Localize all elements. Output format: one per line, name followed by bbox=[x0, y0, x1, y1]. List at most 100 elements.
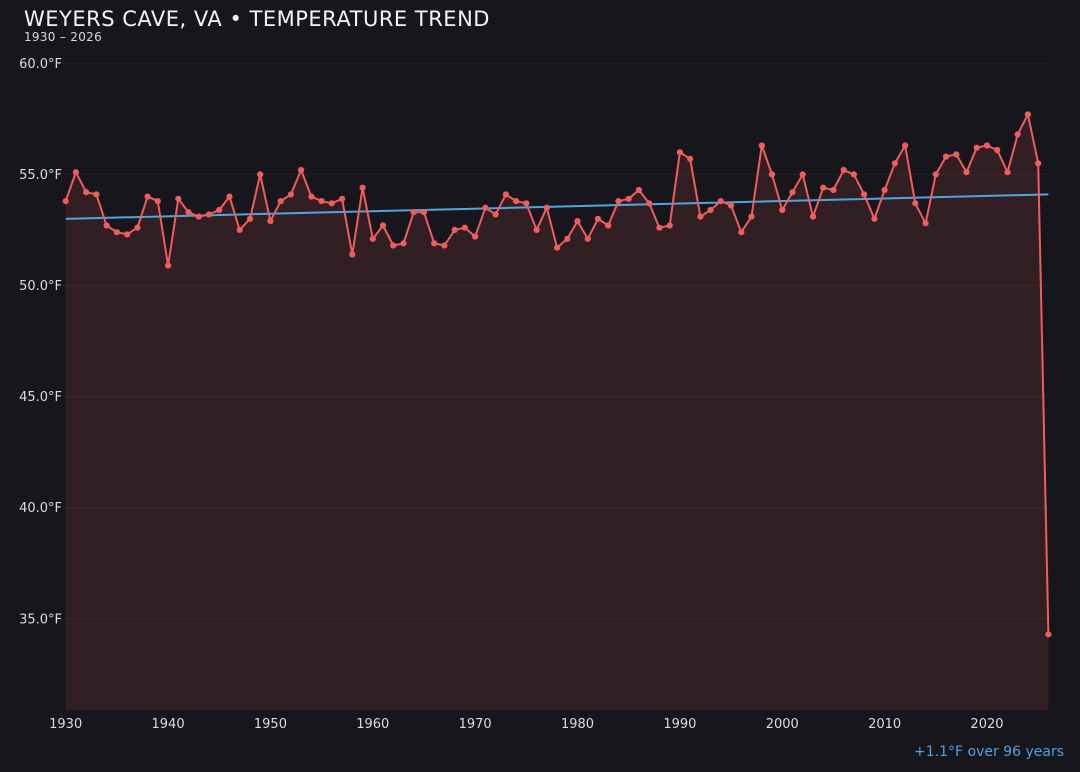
data-point bbox=[676, 149, 684, 156]
series-area-fill bbox=[65, 114, 1049, 710]
data-point bbox=[635, 186, 643, 194]
data-point bbox=[195, 213, 202, 220]
x-tick-label: 1940 bbox=[152, 717, 185, 732]
y-tick-label: 55.0°F bbox=[19, 168, 62, 183]
data-point bbox=[410, 209, 417, 216]
data-point bbox=[594, 215, 602, 222]
data-point bbox=[431, 240, 438, 247]
data-point bbox=[369, 235, 376, 242]
x-tick-label: 1980 bbox=[561, 717, 594, 732]
x-tick-label: 1960 bbox=[356, 717, 389, 732]
data-point bbox=[523, 200, 530, 207]
data-point bbox=[942, 153, 950, 160]
y-tick-label: 40.0°F bbox=[19, 501, 62, 516]
data-point bbox=[881, 186, 888, 194]
data-point bbox=[461, 224, 468, 231]
data-point bbox=[472, 233, 479, 240]
data-point bbox=[72, 169, 79, 176]
x-tick-label: 1950 bbox=[254, 717, 287, 732]
data-point bbox=[697, 213, 704, 220]
data-point bbox=[400, 240, 407, 247]
data-point bbox=[390, 242, 397, 249]
data-point bbox=[379, 222, 387, 229]
data-point bbox=[1045, 631, 1052, 638]
data-point bbox=[768, 171, 776, 178]
data-point bbox=[134, 224, 141, 231]
data-point bbox=[656, 224, 663, 231]
data-point bbox=[236, 226, 243, 233]
data-point bbox=[533, 226, 540, 233]
data-point bbox=[554, 244, 561, 251]
data-point bbox=[482, 204, 489, 211]
y-tick-label: 45.0°F bbox=[19, 390, 62, 405]
data-point bbox=[840, 166, 847, 174]
x-tick-label: 2020 bbox=[970, 717, 1003, 732]
data-point bbox=[298, 166, 305, 174]
data-point bbox=[963, 169, 970, 176]
data-point bbox=[359, 184, 366, 191]
data-point bbox=[625, 195, 632, 202]
data-point bbox=[994, 146, 1001, 154]
data-point bbox=[441, 242, 448, 249]
data-point bbox=[615, 198, 622, 205]
data-point bbox=[502, 191, 509, 198]
data-point bbox=[246, 215, 254, 222]
data-point bbox=[902, 142, 909, 149]
data-point bbox=[103, 222, 110, 229]
data-point bbox=[748, 213, 755, 220]
trend-annotation: +1.1°F over 96 years bbox=[914, 744, 1064, 760]
data-point bbox=[1014, 131, 1021, 138]
data-point bbox=[277, 198, 284, 205]
data-point bbox=[912, 200, 919, 207]
data-point bbox=[564, 235, 571, 242]
data-point bbox=[308, 193, 315, 200]
data-point bbox=[257, 171, 264, 178]
data-point bbox=[738, 229, 745, 236]
y-tick-label: 35.0°F bbox=[19, 612, 62, 627]
data-point bbox=[62, 198, 69, 205]
data-point bbox=[513, 198, 520, 205]
data-point bbox=[717, 198, 724, 205]
data-point bbox=[420, 209, 428, 216]
data-point bbox=[339, 195, 346, 202]
data-point bbox=[144, 193, 151, 200]
data-point bbox=[973, 144, 980, 151]
data-point bbox=[666, 222, 673, 229]
x-tick-label: 1930 bbox=[49, 717, 82, 732]
data-point bbox=[779, 206, 786, 214]
data-point bbox=[226, 193, 233, 200]
data-point bbox=[318, 198, 325, 205]
data-point bbox=[451, 226, 458, 233]
data-point bbox=[205, 211, 213, 218]
data-point bbox=[758, 142, 765, 149]
trend-line bbox=[65, 193, 1049, 220]
data-point bbox=[328, 200, 335, 207]
data-point bbox=[605, 222, 612, 229]
data-point bbox=[646, 200, 653, 207]
data-point bbox=[1004, 169, 1011, 176]
data-point bbox=[728, 202, 735, 209]
data-point bbox=[93, 191, 100, 198]
data-point bbox=[124, 231, 131, 238]
data-point bbox=[543, 204, 550, 211]
x-tick-label: 1990 bbox=[663, 717, 696, 732]
x-tick-label: 2010 bbox=[868, 717, 901, 732]
data-point bbox=[983, 142, 991, 149]
data-point bbox=[891, 160, 899, 167]
y-tick-label: 50.0°F bbox=[19, 279, 62, 294]
data-point bbox=[185, 209, 192, 216]
data-point bbox=[809, 213, 817, 220]
data-point bbox=[574, 218, 581, 225]
data-point bbox=[154, 198, 161, 205]
data-point bbox=[953, 151, 960, 158]
data-point bbox=[861, 191, 868, 198]
data-point bbox=[830, 186, 837, 194]
data-point bbox=[83, 189, 90, 196]
data-point bbox=[789, 189, 796, 196]
x-tick-label: 2000 bbox=[766, 717, 799, 732]
data-point bbox=[165, 262, 172, 269]
data-point bbox=[799, 171, 806, 178]
chart-subtitle: 1930 – 2026 bbox=[24, 30, 103, 44]
data-point bbox=[871, 215, 878, 222]
